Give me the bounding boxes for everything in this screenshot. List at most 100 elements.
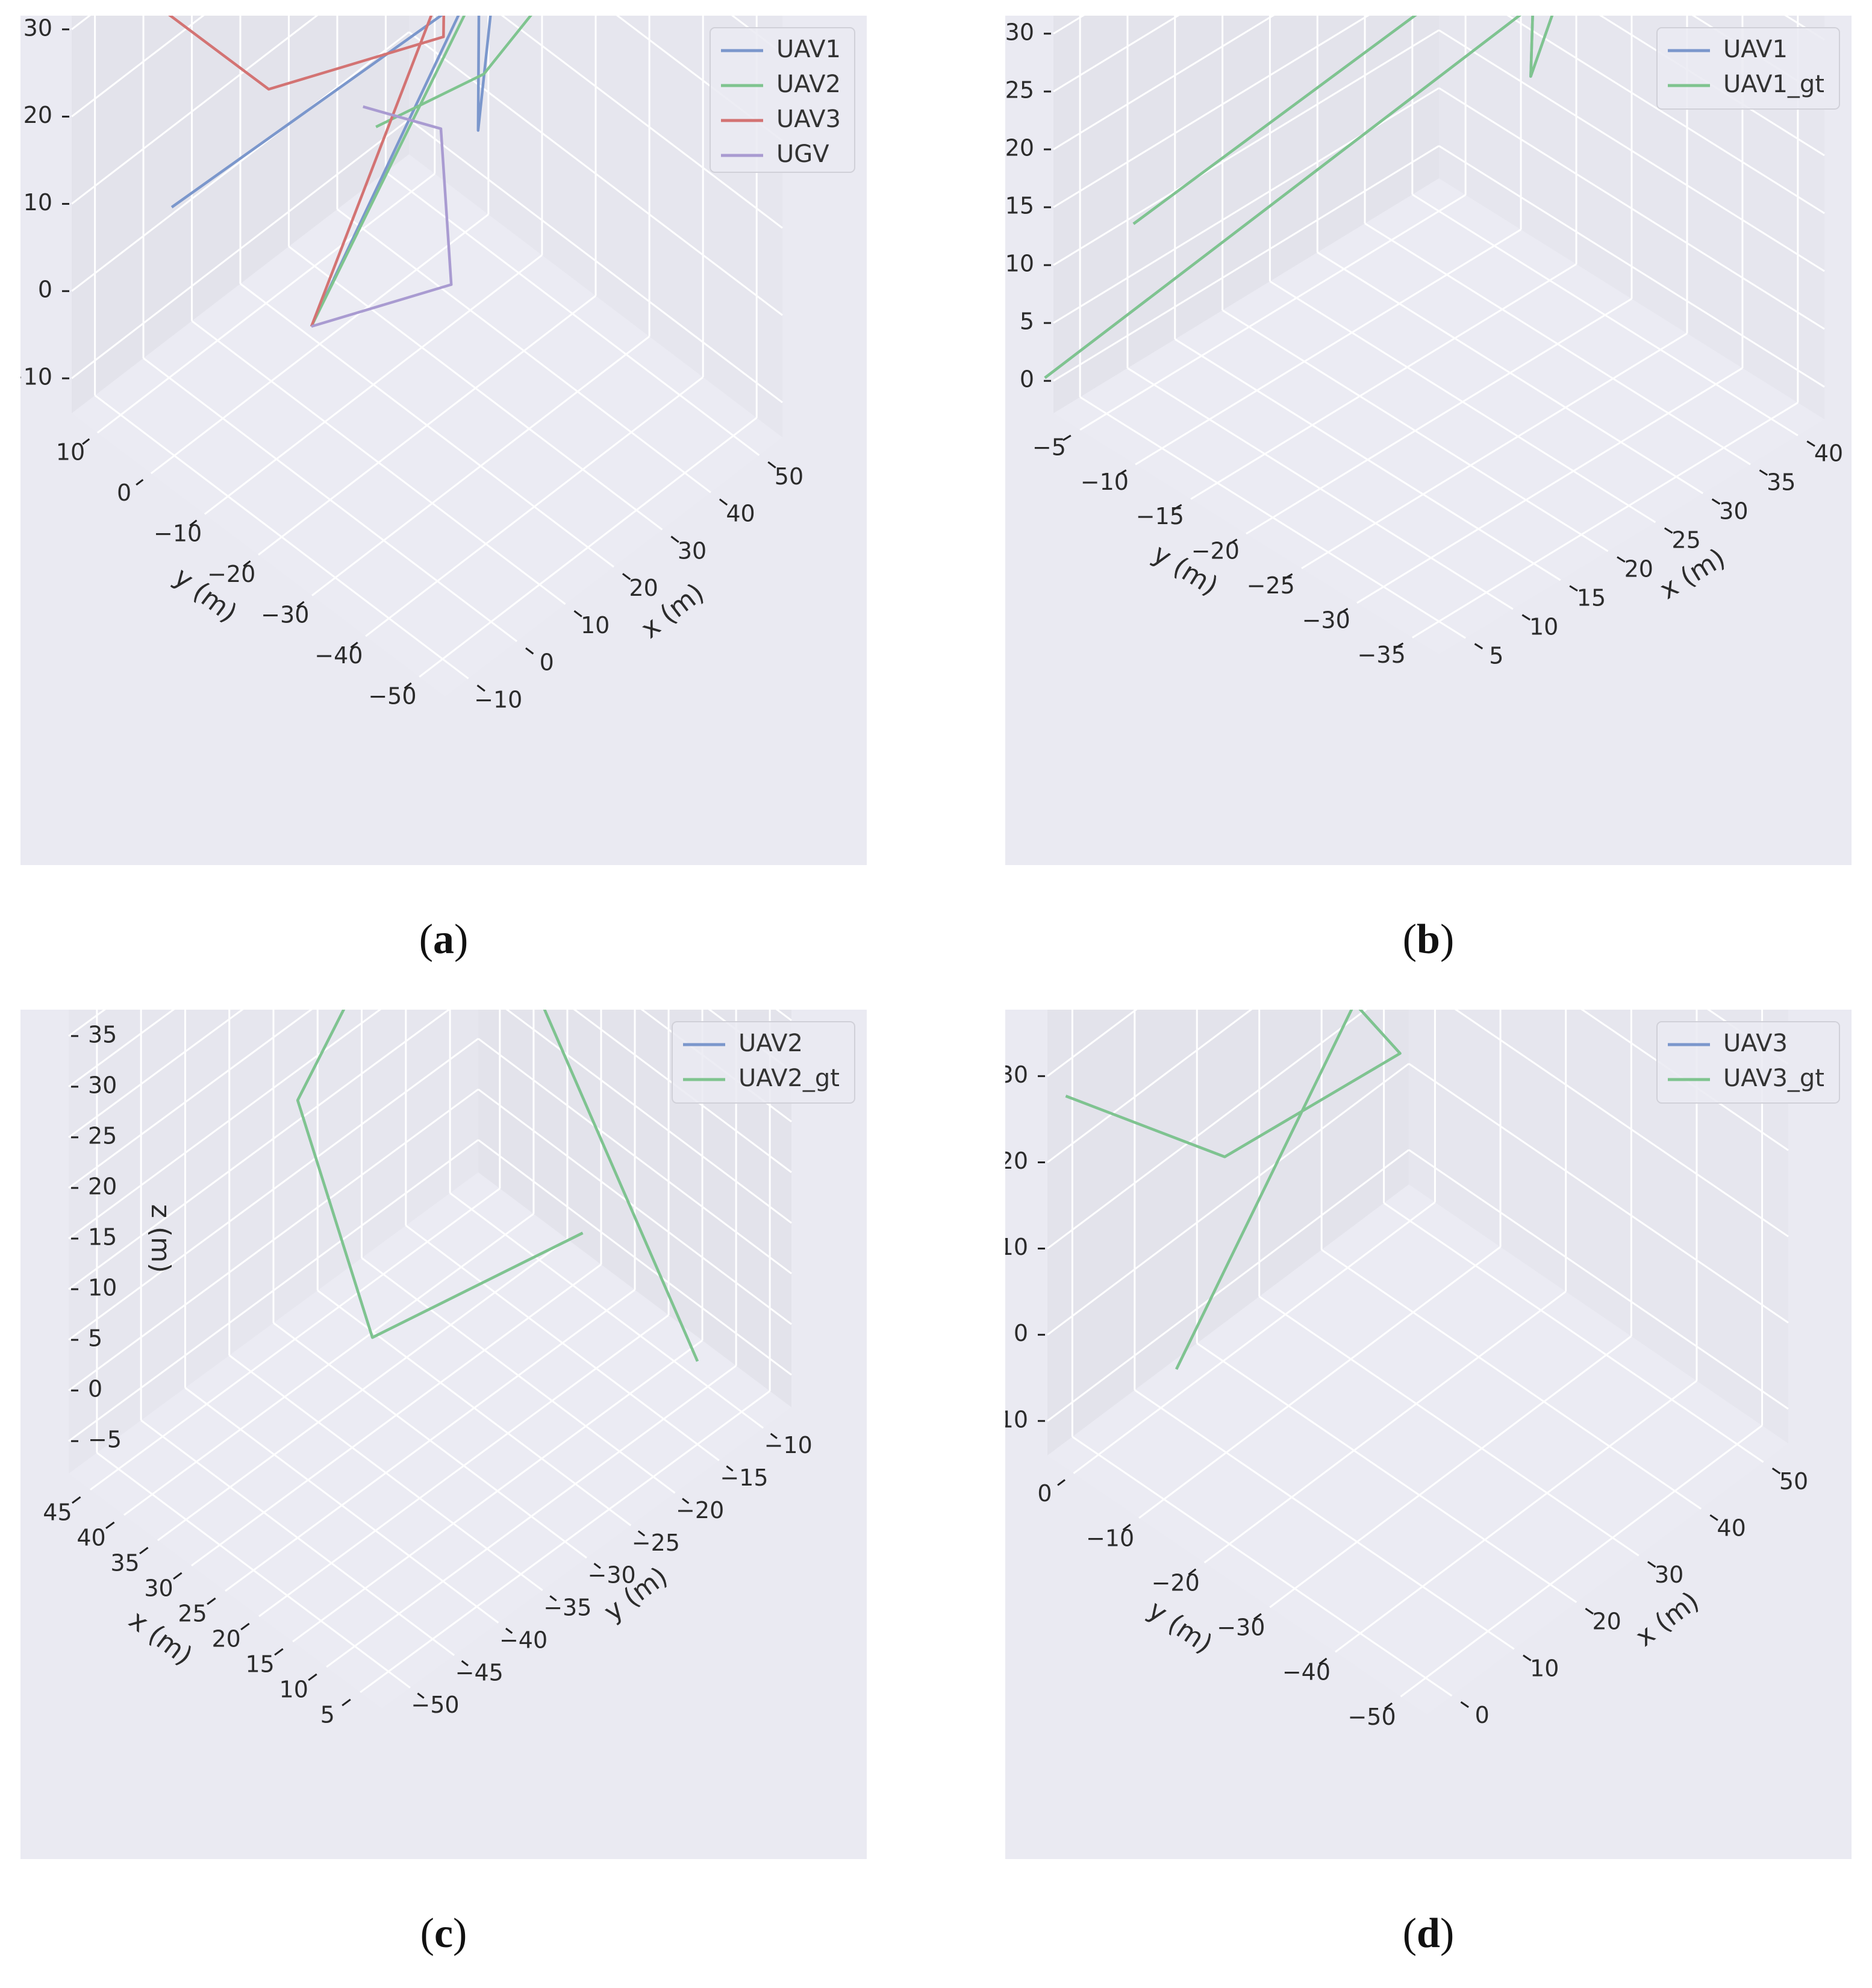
caption-c-close: ) [453, 1910, 467, 1957]
series-line-b-uav1_gt [1044, 16, 1554, 379]
tick-x-b-1: 10 [1529, 614, 1558, 640]
legend-a-box [710, 27, 855, 173]
tick-y-c-3: −25 [632, 1530, 680, 1556]
tick-mark-y-b-1 [1339, 608, 1349, 614]
chart-d: 01020304050−50−40−30−20−100−10010203040x… [1005, 1010, 1852, 1859]
chart-a: −1001020304050−50−40−30−20−10010−1001020… [20, 16, 867, 865]
grid-wall-zy-c-6 [68, 1010, 244, 1139]
grid-wall-zx-a-1 [71, 31, 410, 292]
grid-floor-x-d-1 [1134, 1389, 1515, 1650]
grid-wall-zx-d-2 [1047, 1010, 1368, 1249]
grid-floor-y-a-3 [258, 295, 596, 556]
tick-z-b-5: 25 [1005, 77, 1034, 103]
tick-y-d-4: −10 [1086, 1525, 1134, 1551]
tick-mark-y-b-0 [1394, 642, 1404, 649]
legend-a: UAV1 UAV2 UAV3 UGV [710, 27, 855, 173]
tick-x-a-5: 40 [726, 501, 755, 527]
caption-d-close: ) [1440, 1910, 1455, 1957]
tick-x-c-8: 45 [43, 1499, 72, 1525]
tick-y-a-0: −50 [368, 683, 416, 709]
tick-mark-x-a-4 [670, 536, 679, 543]
tick-y-d-1: −40 [1282, 1659, 1331, 1686]
tick-y-b-6: −5 [1032, 434, 1066, 460]
grid-wall-zy-d-1 [1408, 1063, 1789, 1324]
chart-b: 5 10 15 20 25 30 35 40 −35 −30 −25 −20 −15 −10 −5 0 5 10 1… [1005, 16, 1852, 865]
tick-x-d-5: 50 [1779, 1468, 1808, 1495]
floor-pane-d [1047, 1184, 1788, 1714]
grid-wall-zx-d-3 [1047, 1010, 1253, 1163]
legend-b: UAV1 UAV1_gt [1656, 27, 1840, 110]
tick-z-c-3: 10 [88, 1275, 117, 1301]
caption-b: (b) [1005, 916, 1852, 964]
tick-x-b-2: 15 [1577, 585, 1606, 611]
tick-mark-y-b-5 [1118, 469, 1127, 476]
grid-wall-zy-a-2 [501, 16, 783, 229]
tick-x-c-2: 15 [245, 1651, 274, 1678]
tick-x-a-3: 20 [629, 575, 658, 601]
tick-mark-x-a-6 [767, 461, 776, 469]
tick-z-c-2: 5 [88, 1325, 102, 1352]
grid-wall-zy-c-4 [68, 1010, 382, 1240]
tick-mark-y-c-0 [770, 1433, 778, 1439]
caption-c-open: ( [420, 1910, 434, 1957]
tick-mark-x-a-5 [719, 498, 728, 506]
grid-wall-zx-c-0 [478, 1139, 792, 1376]
tick-mark-y-b-6 [1062, 434, 1072, 442]
grid-floor-y-a-0 [419, 417, 758, 678]
tick-z-d-3: 20 [1005, 1148, 1028, 1174]
tick-z-b-3: 15 [1005, 193, 1034, 219]
legend-d-box [1656, 1021, 1840, 1104]
tick-z-d-1: 0 [1014, 1320, 1028, 1346]
tick-y-c-4: −30 [587, 1562, 635, 1589]
grid-floor-x-d-0 [1072, 1436, 1453, 1697]
tick-y-c-8: −50 [411, 1692, 459, 1718]
grid-floor-y-a-1 [365, 376, 704, 637]
tick-mark-y-a-3 [243, 560, 251, 567]
grid-floor-y-b-5 [1135, 228, 1521, 466]
tick-y-d-5: 0 [1037, 1480, 1052, 1507]
grid-wall-zy-a-0 [408, 118, 783, 404]
tick-z-d-4: 30 [1005, 1061, 1028, 1088]
grid-floor-y-b-0 [1412, 402, 1799, 639]
tick-z-b-6: 30 [1005, 19, 1034, 45]
tick-mark-y-d-5 [1057, 1479, 1065, 1486]
grid-wall-zx-c-2 [478, 1037, 792, 1275]
grid-wall-zy-b-3 [1506, 16, 1825, 214]
tick-z-a-0: −10 [20, 364, 52, 390]
grid-floor-x-d-3 [1258, 1295, 1640, 1557]
grid-floor-y-c-2 [361, 1257, 676, 1494]
tick-y-a-3: −20 [207, 561, 255, 587]
back-pane-x-d [1047, 1010, 1409, 1455]
grid-wall-zy-b-0 [1438, 145, 1825, 388]
tick-y-c-6: −40 [499, 1627, 548, 1653]
tick-x-b-4: 25 [1671, 527, 1700, 553]
tick-mark-y-d-2 [1253, 1613, 1262, 1621]
tick-mark-x-c-5 [173, 1572, 183, 1580]
tick-mark-y-d-3 [1188, 1568, 1197, 1575]
grid-floor-y-d-2 [1269, 1335, 1632, 1608]
caption-d: (d) [1005, 1910, 1852, 1958]
legend-c: UAV2 UAV2_gt [672, 1021, 855, 1104]
tick-mark-x-c-2 [274, 1648, 284, 1656]
tick-x-d-1: 10 [1530, 1655, 1559, 1681]
grid-wall-zy-b-1 [1438, 87, 1825, 330]
caption-a: (a) [20, 916, 867, 964]
grid-floor-x-d-5 [1383, 1202, 1764, 1463]
grid-wall-zx-d-4 [1047, 1010, 1138, 1077]
panel-c: 5 10 15 20 25 30 35 40 45 −10 −15 −20 −25 −30 −35 −40 −4… [20, 1010, 867, 1859]
tick-mark-y-a-6 [82, 438, 90, 445]
grid-wall-zy-d-2 [1454, 1010, 1789, 1237]
grid-wall-zx-b-2 [1053, 29, 1440, 266]
grid-wall-zx-b-0 [1053, 145, 1440, 382]
tick-z-c-1: 0 [88, 1376, 102, 1402]
tick-mark-y-a-5 [136, 479, 144, 486]
grid-floor-y-c-4 [273, 1322, 587, 1559]
tick-mark-x-c-0 [342, 1698, 351, 1707]
tick-mark-y-c-4 [593, 1563, 601, 1569]
grid-wall-zx-d-1 [1047, 1063, 1409, 1336]
tick-y-c-5: −35 [543, 1595, 591, 1621]
tick-mark-x-d-1 [1523, 1654, 1532, 1661]
grid-floor-y-d-5 [1073, 1201, 1436, 1474]
tick-mark-x-b-4 [1664, 527, 1673, 534]
tick-mark-x-c-8 [72, 1496, 81, 1504]
